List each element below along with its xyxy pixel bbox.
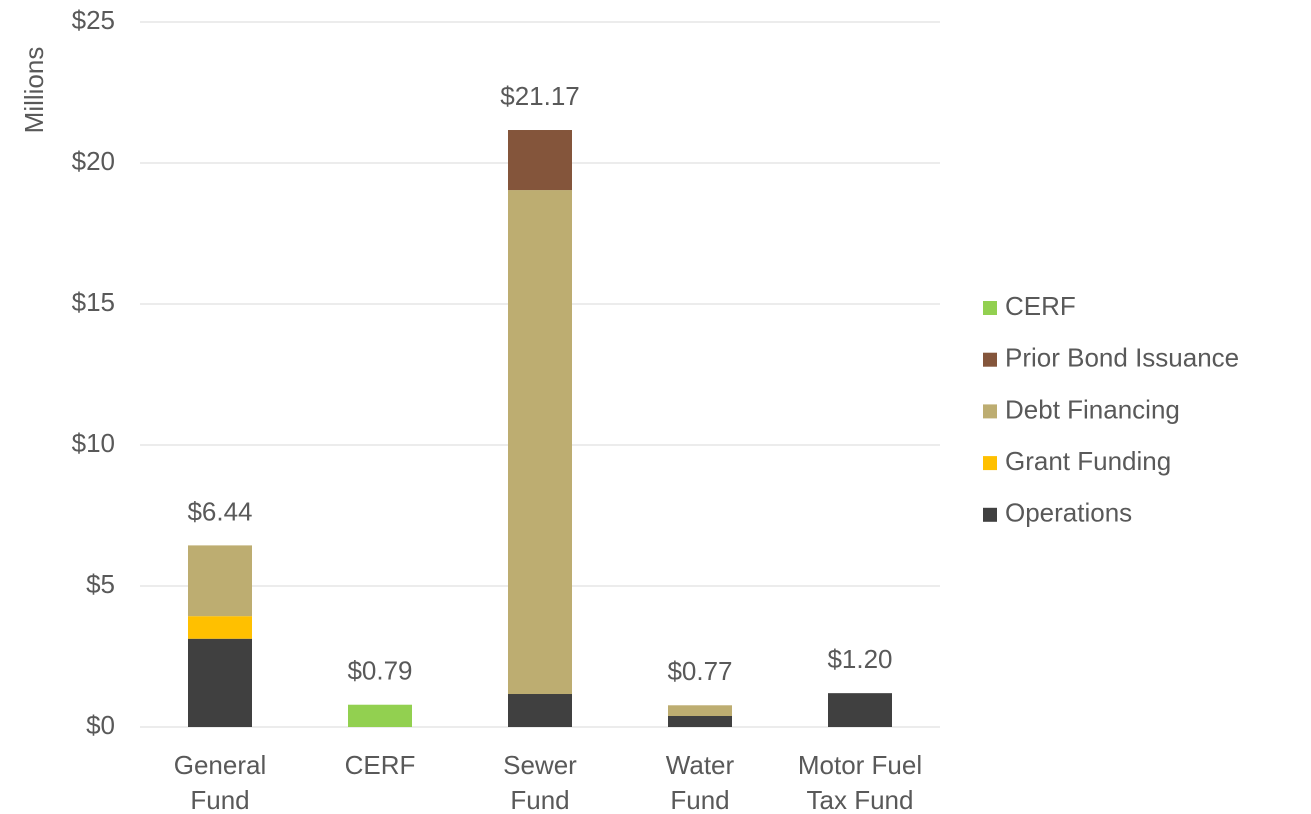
total-label: $1.20 (827, 644, 892, 674)
x-tick-label: Water (666, 750, 735, 780)
x-tick-label: Tax Fund (807, 785, 914, 814)
bar-segment (188, 616, 252, 639)
y-tick-label: $10 (72, 428, 115, 458)
bar-segment (508, 130, 572, 191)
y-tick-label: $20 (72, 146, 115, 176)
total-label: $6.44 (187, 496, 252, 526)
legend-label: CERF (1005, 291, 1076, 321)
y-tick-label: $25 (72, 5, 115, 35)
x-tick-label: General (174, 750, 267, 780)
total-label: $21.17 (500, 81, 580, 111)
y-axis-label: Millions (19, 47, 49, 134)
bar-segment (668, 716, 732, 727)
bar-segment (508, 694, 572, 727)
bar-segment (348, 704, 412, 727)
legend-label: Debt Financing (1005, 394, 1180, 424)
total-label: $0.79 (347, 656, 412, 686)
y-tick-label: $0 (86, 710, 115, 740)
bar-segment (188, 638, 252, 727)
x-tick-label: Motor Fuel (798, 750, 922, 780)
legend-swatch (983, 352, 997, 367)
legend-label: Operations (1005, 498, 1132, 528)
x-tick-label: Fund (190, 785, 249, 814)
bar-segment (668, 705, 732, 717)
x-tick-label: Sewer (503, 750, 577, 780)
bar-segment (508, 190, 572, 695)
legend-label: Prior Bond Issuance (1005, 343, 1239, 373)
legend-swatch (983, 404, 997, 419)
legend-swatch (983, 507, 997, 522)
x-tick-label: Fund (510, 785, 569, 814)
bar-segment (828, 693, 892, 727)
y-tick-label: $15 (72, 287, 115, 317)
legend-swatch (983, 456, 997, 471)
legend-swatch (983, 301, 997, 315)
total-label: $0.77 (667, 656, 732, 686)
bar-segment (188, 545, 252, 617)
x-tick-label: CERF (345, 750, 416, 780)
x-tick-label: Fund (670, 785, 729, 814)
legend-label: Grant Funding (1005, 446, 1171, 476)
y-tick-label: $5 (86, 569, 115, 599)
